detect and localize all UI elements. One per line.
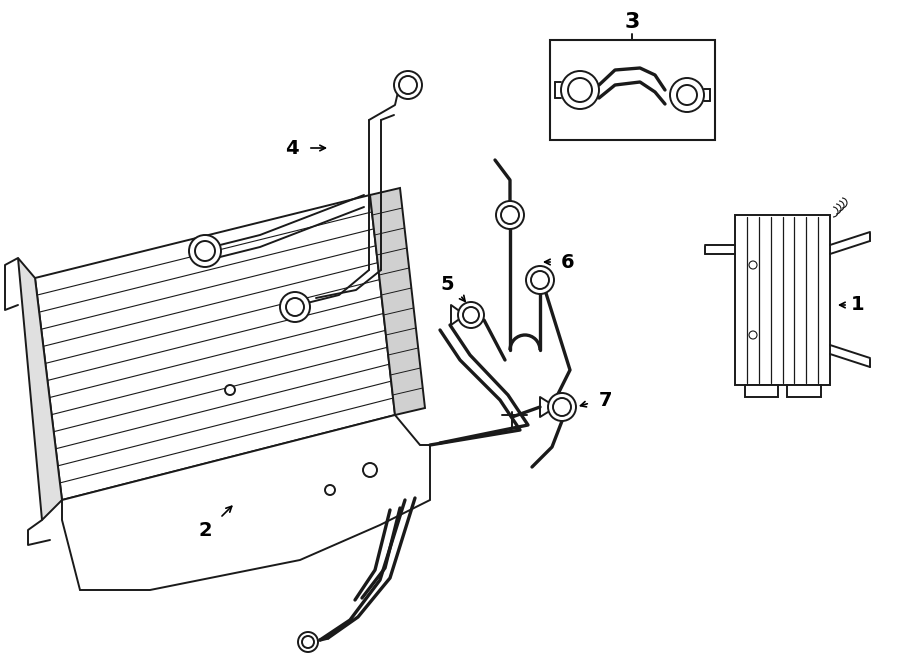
Circle shape [399, 76, 417, 94]
Bar [744, 385, 778, 397]
Circle shape [496, 201, 524, 229]
Polygon shape [370, 188, 425, 415]
Circle shape [280, 292, 310, 322]
Polygon shape [62, 415, 430, 590]
Circle shape [325, 485, 335, 495]
Circle shape [195, 241, 215, 261]
Circle shape [568, 78, 592, 102]
Circle shape [553, 398, 571, 416]
Circle shape [302, 636, 314, 648]
Circle shape [670, 78, 704, 112]
Circle shape [225, 385, 235, 395]
Circle shape [677, 85, 697, 105]
Bar [550, 40, 715, 140]
Text: 4: 4 [285, 139, 299, 157]
Circle shape [394, 71, 422, 99]
Text: 6: 6 [562, 253, 575, 272]
Circle shape [561, 71, 599, 109]
Circle shape [531, 271, 549, 289]
Circle shape [526, 266, 554, 294]
Bar [735, 215, 830, 385]
Text: 1: 1 [851, 295, 865, 315]
Circle shape [749, 331, 757, 339]
Circle shape [298, 632, 318, 652]
Polygon shape [35, 195, 395, 500]
Text: 7: 7 [598, 391, 612, 410]
Text: 2: 2 [198, 520, 212, 539]
Text: 3: 3 [625, 12, 640, 32]
Circle shape [501, 206, 519, 224]
Circle shape [463, 307, 479, 323]
Circle shape [363, 463, 377, 477]
Circle shape [548, 393, 576, 421]
Circle shape [189, 235, 221, 267]
Text: 5: 5 [440, 276, 454, 295]
Circle shape [458, 302, 484, 328]
Circle shape [286, 298, 304, 316]
Polygon shape [18, 258, 62, 520]
Bar [788, 385, 821, 397]
Circle shape [749, 261, 757, 269]
